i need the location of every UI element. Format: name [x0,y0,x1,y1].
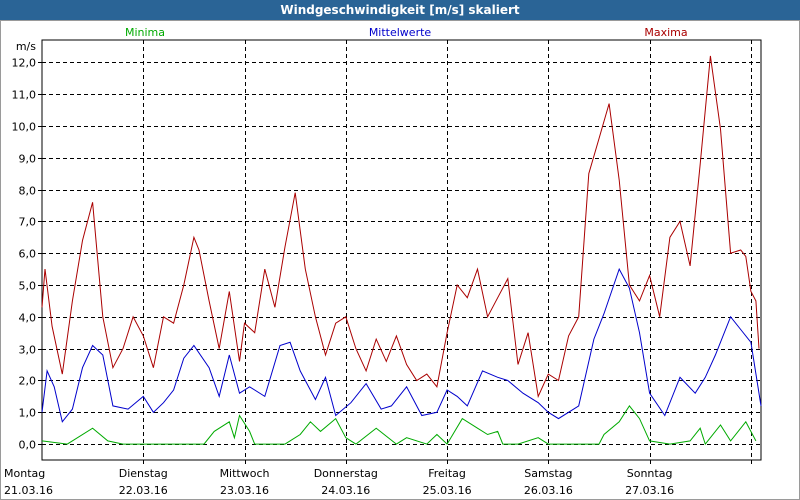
x-date-label: 21.03.16 [4,484,53,497]
y-tick-label: 10,0 [12,121,37,134]
x-day-label: Samstag [524,467,572,480]
x-date-label: 25.03.16 [423,484,472,497]
y-tick-label: 3,0 [19,344,37,357]
labels: 0,0 1,0 2,0 3,0 4,0 5,0 6,0 7,0 8,0 9,0 10,0 11,0 12… [4,26,688,497]
x-day-label: Freitag [428,467,466,480]
y-tick-label: 0,0 [19,439,37,452]
legend-mittelwerte: Mittelwerte [369,26,432,39]
y-tick-label: 8,0 [19,185,37,198]
series-line-maxima [41,55,760,399]
y-tick-label: 11,0 [12,89,37,102]
x-day-label: Montag [4,467,45,480]
x-date-label: 24.03.16 [321,484,370,497]
y-tick-label: 12,0 [12,57,37,70]
x-date-label: 26.03.16 [524,484,573,497]
y-axis-label: m/s [16,40,36,53]
y-tick-label: 6,0 [19,248,37,261]
x-date-label: 27.03.16 [625,484,674,497]
y-tick-label: 7,0 [19,216,37,229]
chart-title: Windgeschwindigkeit [m/s] skaliert [0,0,800,20]
x-day-label: Sonntag [627,467,673,480]
grid [42,40,761,460]
y-tick-label: 5,0 [19,280,37,293]
y-tick-label: 9,0 [19,153,37,166]
x-day-label: Donnerstag [314,467,378,480]
axes [38,39,762,464]
legend-minima: Minima [125,26,165,39]
x-day-label: Dienstag [119,467,168,480]
series-line-mittelwerte [41,267,762,423]
series-layer [41,55,762,446]
series-line-minima [41,405,757,446]
legend-maxima: Maxima [644,26,687,39]
y-tick-label: 4,0 [19,312,37,325]
y-tick-label: 2,0 [19,375,37,388]
y-tick-label: 1,0 [19,407,37,420]
x-day-label: Mittwoch [220,467,270,480]
x-date-label: 23.03.16 [220,484,269,497]
plot-border [41,39,762,461]
x-date-label: 22.03.16 [119,484,168,497]
